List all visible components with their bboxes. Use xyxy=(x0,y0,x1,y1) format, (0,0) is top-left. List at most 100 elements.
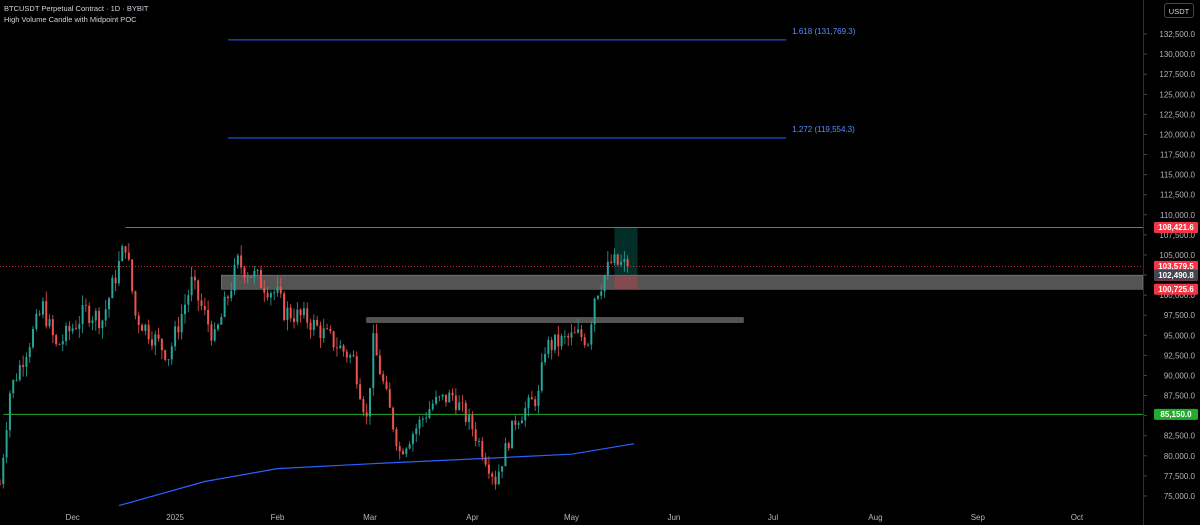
candle xyxy=(454,388,457,415)
candle xyxy=(326,323,329,330)
candle xyxy=(395,427,398,451)
candle xyxy=(507,441,510,451)
candle xyxy=(514,415,517,431)
candle-body xyxy=(537,390,540,407)
candle-body xyxy=(193,276,196,281)
candle-body xyxy=(398,446,401,452)
candle xyxy=(177,316,180,340)
candle-body xyxy=(365,412,368,417)
x-tick-label: Sep xyxy=(971,513,986,522)
candle-body xyxy=(68,325,71,332)
candle xyxy=(108,296,111,318)
candle xyxy=(51,315,54,344)
candle-body xyxy=(71,328,74,332)
candle-body xyxy=(316,319,319,326)
candle-body xyxy=(213,329,216,341)
candle xyxy=(210,320,213,346)
candle xyxy=(378,349,381,375)
candle xyxy=(570,323,573,346)
candle xyxy=(335,337,338,357)
candle-body xyxy=(58,344,61,346)
price-badge xyxy=(1154,408,1198,420)
candle-body xyxy=(117,261,120,284)
candle xyxy=(616,253,619,267)
candle-body xyxy=(55,335,58,345)
candle xyxy=(464,400,467,426)
candle xyxy=(170,342,173,365)
candle-body xyxy=(534,399,537,407)
candle xyxy=(91,316,94,331)
candle-body xyxy=(583,337,586,346)
candle xyxy=(563,330,566,345)
candle xyxy=(279,277,282,298)
candle-body xyxy=(441,394,444,397)
candle xyxy=(213,322,216,343)
candle-body xyxy=(22,365,25,367)
candle xyxy=(5,421,8,464)
candle-body xyxy=(269,293,272,298)
candle xyxy=(193,269,196,290)
candle-body xyxy=(134,291,137,316)
candle-body xyxy=(293,318,295,322)
candle-body xyxy=(217,324,220,330)
candle xyxy=(0,479,1,486)
candle xyxy=(207,300,210,333)
candle xyxy=(520,415,523,424)
candle-body xyxy=(623,259,626,262)
candle xyxy=(501,466,504,479)
candle xyxy=(41,297,44,319)
candle-body xyxy=(157,334,160,339)
candle-body xyxy=(345,351,348,358)
candle-body xyxy=(167,359,170,361)
candle-body xyxy=(540,362,543,391)
candle xyxy=(200,293,203,311)
y-tick-label: 95,000.0 xyxy=(1164,331,1196,340)
candle-body xyxy=(335,347,338,349)
candle-body xyxy=(501,466,504,472)
candle-body xyxy=(431,403,434,410)
candle-body xyxy=(38,313,41,315)
candle-body xyxy=(527,397,530,409)
candle-body xyxy=(332,331,335,348)
candle xyxy=(38,310,41,317)
candle-body xyxy=(392,407,395,430)
candle-body xyxy=(296,309,299,322)
candle xyxy=(524,401,527,427)
candle xyxy=(78,315,81,338)
candle-body xyxy=(329,328,332,332)
candle xyxy=(68,321,71,341)
candle-body xyxy=(266,292,269,298)
candle xyxy=(187,289,190,313)
y-tick-label: 100,000.0 xyxy=(1159,291,1195,300)
candle xyxy=(230,282,233,302)
candle xyxy=(114,269,117,292)
candle-body xyxy=(517,423,520,425)
candle xyxy=(233,258,236,296)
candle-body xyxy=(160,338,163,351)
candle-body xyxy=(620,261,623,265)
candle-body xyxy=(177,326,180,333)
candle-body xyxy=(210,324,213,341)
candle-body xyxy=(507,443,510,449)
candle-body xyxy=(51,319,54,336)
position-target-zone xyxy=(614,227,638,276)
x-tick-label: Mar xyxy=(363,513,377,522)
candle xyxy=(147,319,150,344)
y-tick-label: 130,000.0 xyxy=(1159,50,1195,59)
candle xyxy=(398,441,401,460)
candle-body xyxy=(187,295,190,305)
candle-body xyxy=(111,277,114,299)
candle xyxy=(71,323,74,335)
candle xyxy=(613,248,616,266)
candle-body xyxy=(236,255,239,265)
candle-body xyxy=(613,254,616,263)
position-stop-zone xyxy=(614,275,638,290)
candle xyxy=(428,401,431,419)
candle xyxy=(352,350,355,358)
candle xyxy=(273,290,276,301)
currency-unit-button[interactable]: USDT xyxy=(1164,3,1194,18)
candle-body xyxy=(474,429,477,442)
y-tick-label: 120,000.0 xyxy=(1159,130,1195,139)
candle xyxy=(276,276,279,297)
